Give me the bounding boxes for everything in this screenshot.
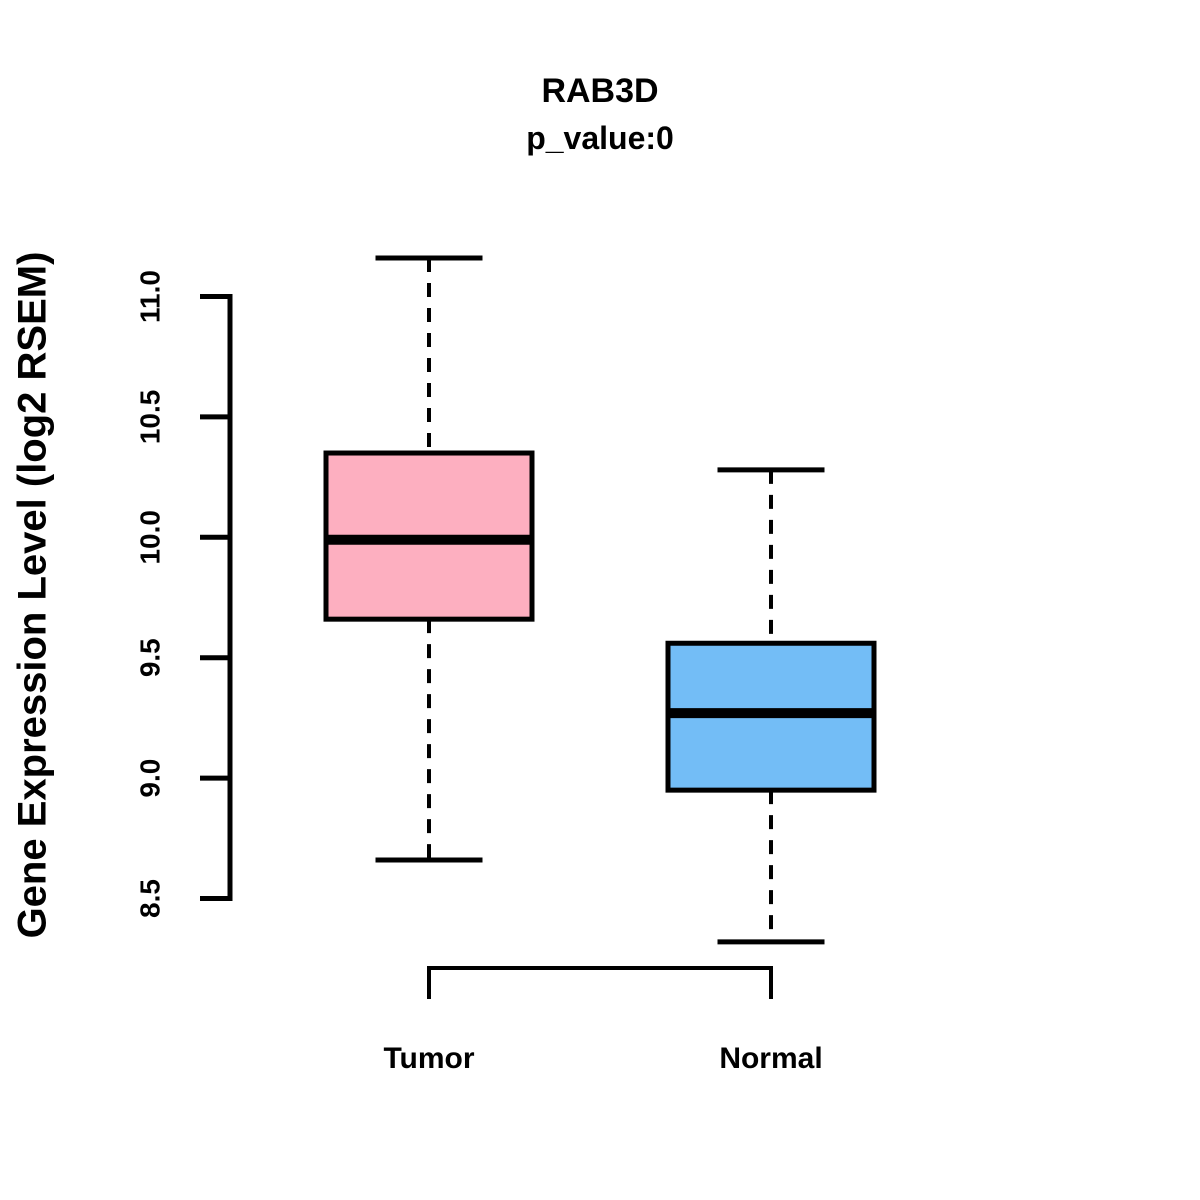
x-category-label: Tumor bbox=[383, 1042, 474, 1075]
chart-title: RAB3D bbox=[541, 72, 659, 110]
y-axis-tick-label: 10.0 bbox=[135, 510, 166, 565]
x-axis-bracket bbox=[427, 966, 773, 999]
y-axis-tick-label: 10.5 bbox=[135, 390, 166, 445]
y-axis-tick-label: 11.0 bbox=[135, 270, 166, 323]
y-axis-tick-label: 9.5 bbox=[135, 638, 166, 677]
y-axis-tick-label: 8.5 bbox=[135, 879, 166, 918]
x-category-label: Normal bbox=[719, 1042, 822, 1075]
y-axis-tick-label: 9.0 bbox=[135, 759, 166, 798]
chart-subtitle: p_value:0 bbox=[526, 120, 674, 156]
